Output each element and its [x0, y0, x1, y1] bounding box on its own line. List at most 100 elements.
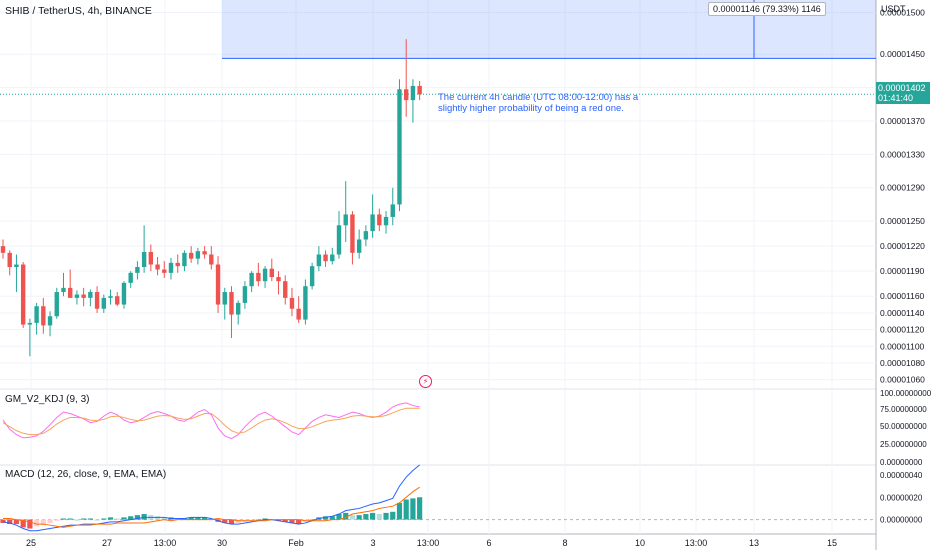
candle-body — [256, 272, 261, 282]
macd-histogram-bar — [296, 519, 302, 525]
candle — [141, 225, 147, 273]
candle-body — [20, 264, 26, 325]
candle-body — [309, 266, 315, 287]
macd-histogram-bar — [27, 519, 33, 529]
last-price-value: 0.00001402 — [878, 83, 926, 93]
macd-histogram-bar — [343, 512, 349, 520]
candle — [330, 247, 335, 265]
candle — [101, 294, 106, 313]
candle-body — [330, 254, 335, 262]
candle-body — [303, 286, 308, 320]
macd-histogram-bar — [228, 519, 235, 525]
candle — [236, 300, 241, 325]
candle-body — [175, 262, 180, 267]
candle — [249, 271, 254, 293]
candle — [404, 39, 409, 117]
macd-histogram-bar — [322, 516, 329, 520]
macd-histogram-bar — [329, 516, 335, 520]
candle-body — [195, 251, 201, 259]
candle-body — [61, 287, 66, 293]
candle-body — [236, 302, 241, 315]
candle — [410, 79, 416, 123]
candle-body — [209, 254, 214, 265]
candle-body — [276, 277, 281, 282]
macd-histogram-bar — [336, 514, 342, 520]
candle — [195, 247, 201, 265]
macd-line-signal — [3, 486, 420, 528]
kdj-tick-label: 25.00000000 — [880, 440, 927, 449]
candle-body — [68, 287, 73, 298]
candle — [229, 286, 234, 338]
candle — [370, 194, 375, 238]
candle-body — [417, 85, 422, 95]
macd-histogram-bar — [67, 518, 73, 520]
chart-annotation-text[interactable]: The current 4h candle (UTC 08:00-12:00) … — [438, 92, 639, 114]
macd-histogram-bar — [54, 519, 60, 521]
macd-histogram-bar — [222, 519, 228, 523]
kdj-tick-label: 50.00000000 — [880, 422, 927, 431]
macd-histogram-bar — [114, 518, 120, 520]
macd-histogram-bar — [175, 518, 181, 520]
candle — [88, 289, 93, 307]
candle-body — [242, 286, 248, 303]
time-tick-label: 25 — [26, 538, 36, 548]
candle-body — [289, 297, 295, 309]
candle — [0, 239, 6, 259]
time-tick-label: 10 — [635, 538, 645, 548]
candle-body — [262, 268, 268, 282]
candle — [94, 286, 100, 313]
candle — [61, 272, 66, 297]
macd-line-macd — [2, 464, 420, 532]
candle-body — [323, 254, 328, 262]
macd-histogram-bar — [417, 497, 423, 520]
macd-histogram-bar — [370, 512, 376, 520]
candle — [269, 258, 274, 282]
macd-histogram-bar — [34, 519, 40, 527]
kdj-indicator-title[interactable]: GM_V2_KDJ (9, 3) — [5, 394, 90, 405]
time-tick-label: 30 — [217, 538, 227, 548]
price-tick-label: 0.00001370 — [880, 116, 925, 126]
candle — [54, 287, 59, 319]
macd-histogram-bar — [81, 518, 87, 520]
macd-histogram-bar — [87, 518, 93, 520]
candle-body — [47, 316, 53, 326]
candle — [81, 287, 86, 307]
candle — [242, 281, 248, 309]
candle — [215, 256, 221, 313]
macd-histogram-bar — [255, 519, 261, 521]
candle-body — [155, 264, 160, 270]
macd-histogram-bar — [94, 519, 100, 521]
macd-indicator-title[interactable]: MACD (12, 26, close, 9, EMA, EMA) — [5, 469, 167, 480]
candle-body — [383, 216, 389, 226]
candle-body — [336, 225, 342, 255]
candle — [202, 246, 207, 259]
candle-body — [202, 251, 207, 255]
candle — [135, 261, 140, 280]
candle — [383, 211, 389, 234]
last-price-countdown: 01:41:40 — [878, 93, 914, 103]
candle — [296, 296, 301, 323]
candle — [256, 262, 261, 287]
candle-body — [377, 214, 382, 226]
candle — [128, 271, 133, 288]
macd-histogram-bar — [309, 519, 315, 521]
macd-histogram-bar — [74, 519, 80, 521]
candle — [27, 318, 33, 357]
time-tick-label: 13:00 — [685, 538, 708, 548]
macd-tick-label: 0.00000000 — [880, 516, 923, 525]
macd-histogram-bar — [403, 499, 409, 520]
symbol-title[interactable]: SHIB / TetherUS, 4h, BINANCE — [5, 5, 152, 17]
candle — [148, 244, 154, 272]
lightning-bolt-icon[interactable]: ⚡ — [419, 375, 432, 388]
macd-histogram-bar — [134, 515, 140, 520]
macd-histogram-bar — [181, 518, 188, 520]
time-tick-label: Feb — [288, 538, 304, 548]
candle-body — [182, 252, 187, 267]
candle-body — [222, 292, 227, 305]
macd-histogram-bar — [101, 518, 107, 520]
candle — [115, 292, 120, 307]
candle — [363, 225, 369, 247]
price-tick-label: 0.00001220 — [880, 241, 925, 251]
candle — [175, 254, 180, 273]
